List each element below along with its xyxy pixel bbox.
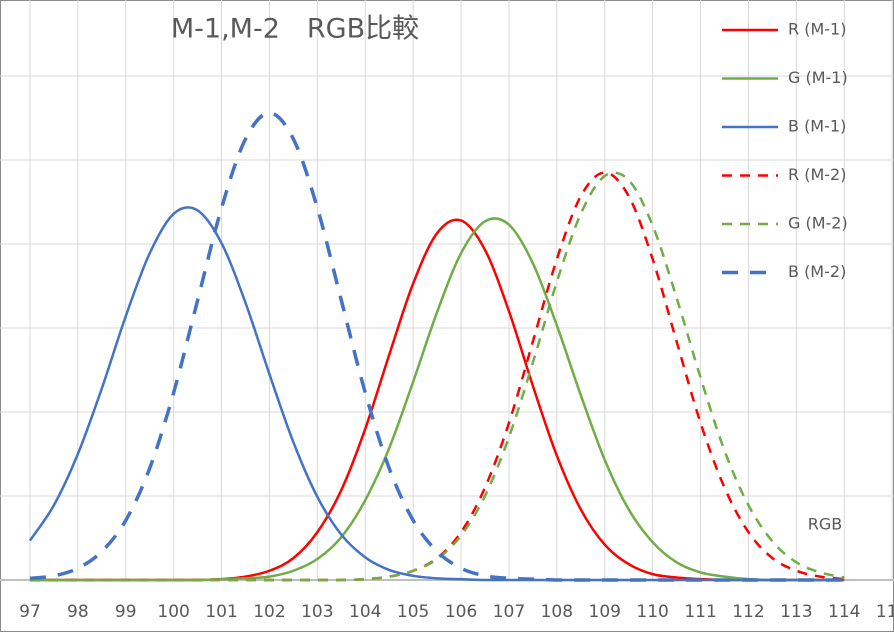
x-tick-label: 115 <box>876 602 894 622</box>
x-tick-label: 109 <box>589 602 621 622</box>
x-axis: 97 98 99 100 101 102 103 104 105 106 107 108 109 110 1… <box>19 602 894 622</box>
x-tick-label: 108 <box>541 602 573 622</box>
annotation: RGB <box>808 515 843 534</box>
x-tick-label: 113 <box>780 602 812 622</box>
x-tick-label: 114 <box>828 602 860 622</box>
legend-label: R (M-2) <box>788 165 846 184</box>
x-tick-label: 99 <box>115 602 137 622</box>
series-line <box>29 171 845 582</box>
legend-label: B (M-1) <box>788 117 846 136</box>
chart-title: M-1,M-2 RGB比較 <box>171 14 419 45</box>
series-line <box>29 111 845 582</box>
legend-label: G (M-1) <box>788 68 848 87</box>
plot-lines <box>28 111 845 582</box>
grid <box>0 0 894 581</box>
x-tick-label: 107 <box>493 602 525 622</box>
x-tick-label: 112 <box>732 602 764 622</box>
x-tick-label: 97 <box>19 602 41 622</box>
legend-label: R (M-1) <box>788 20 846 39</box>
x-tick-label: 106 <box>445 602 477 622</box>
legend-label: G (M-2) <box>788 214 848 233</box>
x-tick-label: 100 <box>157 602 189 622</box>
x-tick-label: 102 <box>253 602 285 622</box>
x-tick-label: 110 <box>636 602 668 622</box>
series-line <box>28 206 845 582</box>
x-tick-label: 105 <box>397 602 429 622</box>
legend: R (M-1) G (M-1) B (M-1) R (M-2) G (M-2) B (M-… <box>722 20 848 281</box>
series-line <box>29 171 845 582</box>
x-tick-label: 103 <box>301 602 333 622</box>
x-tick-label: 98 <box>67 602 89 622</box>
series-line <box>29 217 845 582</box>
x-tick-label: 111 <box>684 602 716 622</box>
x-tick-label: 104 <box>349 602 381 622</box>
legend-label: B (M-2) <box>788 262 846 281</box>
x-tick-label: 101 <box>205 602 237 622</box>
